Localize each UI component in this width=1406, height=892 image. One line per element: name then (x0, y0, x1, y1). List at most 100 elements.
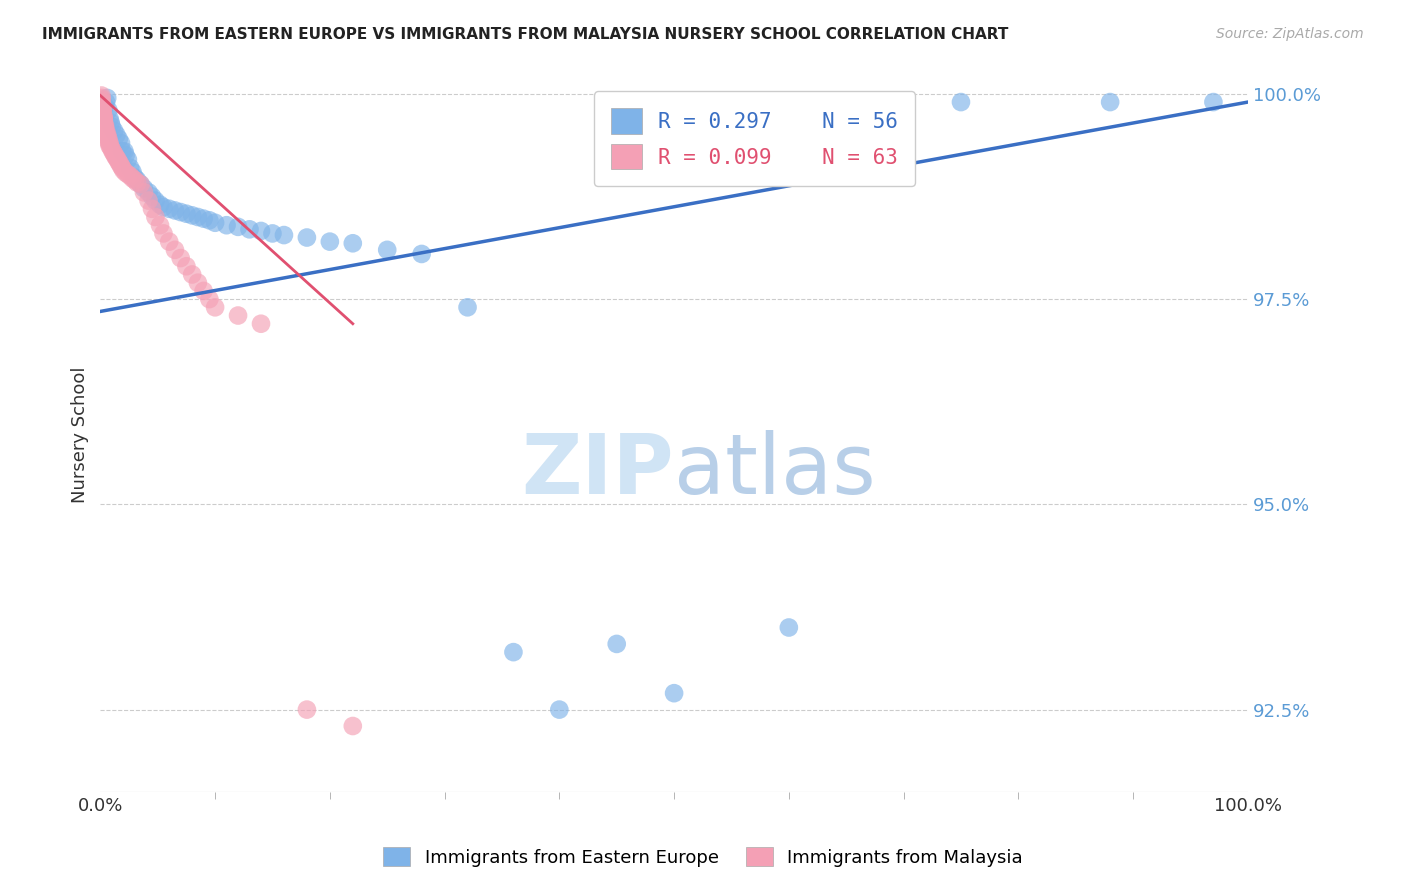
Point (101, 143, 124, 157)
Point (141, 189, 163, 203)
Point (342, 719, 364, 733)
Point (105, 151, 128, 165)
Point (949, 95, 972, 109)
Point (103, 124, 125, 138)
Point (114, 145, 136, 159)
Point (129, 177, 152, 191)
Point (93, 110, 115, 124)
Point (107, 132, 129, 146)
Point (90, 88, 112, 103)
Point (375, 243, 398, 257)
Point (96, 129, 118, 144)
Point (138, 186, 160, 200)
Point (319, 235, 342, 249)
Point (198, 213, 221, 227)
Point (262, 227, 284, 241)
Point (149, 218, 172, 232)
Point (108, 156, 131, 170)
Point (101, 120, 124, 134)
Point (94, 124, 117, 138)
Text: Source: ZipAtlas.com: Source: ZipAtlas.com (1216, 27, 1364, 41)
Point (111, 145, 134, 159)
Point (110, 136, 132, 150)
Point (93, 112, 115, 126)
Point (187, 210, 209, 224)
Point (98, 136, 121, 150)
Point (152, 200, 174, 214)
Point (112, 163, 135, 178)
Point (226, 309, 249, 323)
Point (193, 211, 215, 226)
Point (94, 120, 117, 134)
Point (93, 113, 115, 128)
Point (342, 236, 364, 251)
Point (90, 95, 112, 109)
Point (124, 173, 146, 187)
Point (97, 135, 120, 149)
Point (226, 219, 249, 234)
Point (121, 171, 143, 186)
Point (181, 268, 204, 282)
Point (548, 703, 571, 717)
Point (132, 186, 155, 200)
Point (100, 140, 122, 154)
Point (120, 169, 142, 183)
Point (176, 207, 198, 221)
Point (90, 93, 112, 107)
Point (129, 177, 152, 191)
Point (93, 115, 115, 129)
Point (107, 155, 129, 169)
Point (120, 161, 142, 175)
Point (97, 132, 120, 146)
Point (110, 159, 132, 173)
Point (170, 205, 193, 219)
Point (91, 107, 114, 121)
Point (125, 176, 148, 190)
Point (94, 126, 117, 140)
Point (170, 251, 193, 265)
Point (96, 91, 118, 105)
Point (193, 284, 215, 298)
Point (107, 153, 129, 167)
Point (94, 118, 117, 132)
Point (157, 235, 180, 249)
Point (138, 194, 160, 208)
Point (105, 128, 128, 142)
Point (778, 620, 800, 634)
Point (91, 99, 114, 113)
Point (1202, 95, 1225, 109)
Point (91, 102, 114, 116)
Point (606, 637, 628, 651)
Text: atlas: atlas (673, 430, 876, 511)
Point (94, 99, 117, 113)
Point (145, 210, 167, 224)
Point (176, 260, 198, 274)
Point (152, 227, 174, 241)
Legend: R = 0.297    N = 56, R = 0.099    N = 63: R = 0.297 N = 56, R = 0.099 N = 63 (593, 91, 915, 186)
Point (117, 167, 139, 181)
Point (100, 115, 122, 129)
Point (97, 103, 120, 118)
Point (502, 645, 524, 659)
Point (91, 104, 114, 119)
Text: ZIP: ZIP (522, 430, 673, 511)
Point (94, 121, 117, 136)
Point (157, 202, 180, 216)
Point (114, 148, 136, 162)
Point (163, 203, 186, 218)
Point (295, 230, 318, 244)
Point (204, 216, 226, 230)
Point (187, 276, 209, 290)
Point (98, 138, 121, 153)
Point (163, 243, 186, 257)
Point (114, 166, 136, 180)
Point (117, 153, 139, 167)
Point (111, 161, 134, 175)
Point (204, 301, 226, 315)
Point (91, 107, 114, 121)
Point (1099, 95, 1122, 109)
Point (198, 292, 221, 306)
Point (94, 95, 117, 109)
Y-axis label: Nursery School: Nursery School (72, 367, 89, 503)
Point (98, 112, 121, 126)
